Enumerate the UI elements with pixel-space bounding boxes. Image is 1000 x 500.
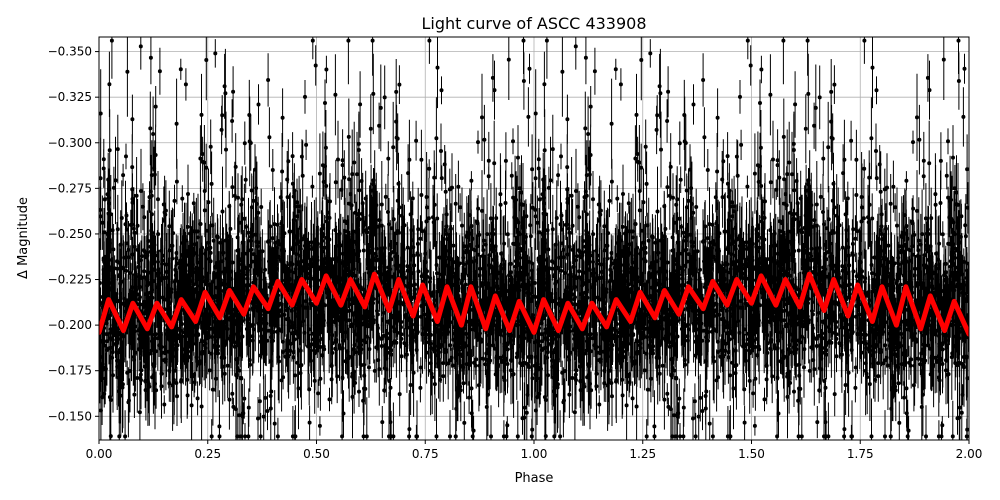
x-tick-label: 2.00 — [956, 447, 983, 461]
x-tick-label: 1.25 — [629, 447, 656, 461]
y-tick-label: −0.325 — [48, 90, 92, 104]
axis-ticks: 0.00 0.25 0.50 0.75 1.00 1.25 1.50 1.75 2.00 −0.3… — [48, 45, 983, 461]
y-tick-label: −0.225 — [48, 273, 92, 287]
x-tick-label: 0.75 — [412, 447, 439, 461]
x-tick-label: 0.50 — [303, 447, 330, 461]
y-axis-label: Δ Magnitude — [16, 197, 31, 279]
y-tick-label: −0.175 — [48, 364, 92, 378]
y-tick-label: −0.200 — [48, 318, 92, 332]
model-curve-line — [99, 271, 969, 337]
y-tick-label: −0.275 — [48, 181, 92, 195]
y-tick-label: −0.150 — [48, 409, 92, 423]
x-tick-label: 0.25 — [194, 447, 221, 461]
y-tick-label: −0.300 — [48, 136, 92, 150]
x-tick-label: 1.75 — [847, 447, 874, 461]
model-curve-group — [99, 271, 969, 337]
x-tick-label: 1.00 — [521, 447, 548, 461]
chart-title: Light curve of ASCC 433908 — [421, 14, 646, 33]
x-axis-label: Phase — [515, 471, 554, 486]
x-tick-label: 1.50 — [738, 447, 765, 461]
x-tick-label: 0.00 — [86, 447, 113, 461]
y-tick-label: −0.250 — [48, 227, 92, 241]
observations — [99, 37, 969, 440]
y-tick-label: −0.350 — [48, 45, 92, 59]
observation-points — [99, 38, 969, 439]
